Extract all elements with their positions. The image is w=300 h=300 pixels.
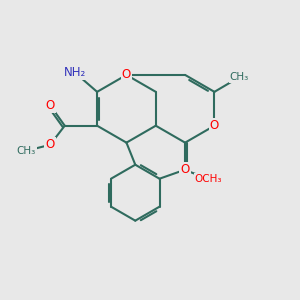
Text: O: O bbox=[180, 164, 189, 176]
Text: O: O bbox=[45, 99, 55, 112]
Text: NH₂: NH₂ bbox=[64, 66, 86, 79]
Text: CH₃: CH₃ bbox=[230, 72, 249, 82]
Text: O: O bbox=[210, 119, 219, 132]
Text: O: O bbox=[181, 166, 190, 178]
Text: OCH₃: OCH₃ bbox=[194, 174, 222, 184]
Text: O: O bbox=[122, 68, 131, 81]
Text: O: O bbox=[45, 138, 55, 151]
Text: CH₃: CH₃ bbox=[17, 146, 36, 156]
